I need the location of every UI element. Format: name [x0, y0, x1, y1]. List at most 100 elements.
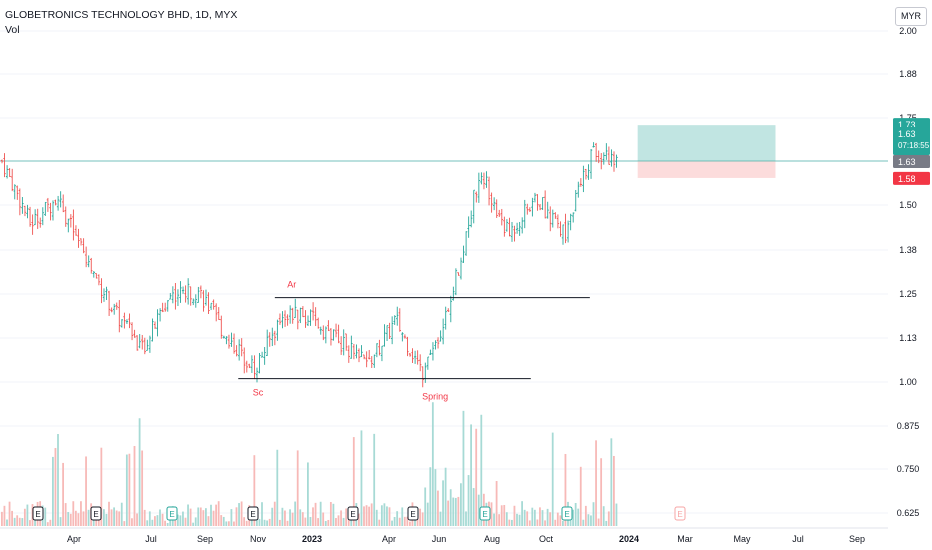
candle [5, 165, 9, 179]
candle [189, 286, 192, 306]
candle [579, 178, 583, 187]
price-tick-label: 0.750 [897, 464, 920, 474]
volume-bar [352, 437, 355, 526]
earnings-marker-label: E [482, 510, 487, 519]
candle [278, 313, 282, 325]
candle [207, 292, 210, 315]
volume-bar [233, 521, 235, 526]
volume-bar [156, 515, 159, 526]
volume-bar [360, 430, 363, 526]
earnings-marker[interactable]: E [561, 506, 573, 521]
volume-bar [64, 503, 67, 526]
volume-bar [146, 520, 149, 526]
price-badge: 1.58 [893, 171, 930, 185]
volume-bar [87, 509, 90, 526]
volume-bar [29, 520, 31, 526]
volume-bar [597, 518, 600, 526]
candle [62, 194, 65, 213]
time-axis-label: Sep [849, 534, 865, 544]
volume-bar [340, 510, 342, 526]
candle [597, 150, 600, 164]
candle [169, 292, 172, 300]
candle [426, 356, 430, 370]
volume-bar [217, 501, 220, 526]
volume-bar [286, 520, 289, 526]
candle [503, 216, 506, 237]
candle [192, 298, 195, 306]
candle [439, 330, 442, 342]
earnings-marker[interactable]: E [247, 506, 259, 521]
volume-bar [80, 501, 82, 526]
candle [559, 221, 562, 237]
candle [59, 191, 62, 208]
candle [123, 312, 126, 329]
price-tick-label: 1.00 [899, 377, 917, 387]
volume-bar [210, 504, 212, 526]
chart-grid [0, 30, 888, 514]
candle [146, 339, 149, 351]
volume-bar [429, 467, 432, 526]
earnings-marker[interactable]: E [32, 506, 44, 521]
volume-bar [528, 520, 531, 526]
volume-bar [452, 497, 455, 526]
volume-bar [284, 510, 286, 526]
volume-bar [268, 518, 271, 526]
volume-bar [536, 519, 539, 526]
candle [508, 217, 511, 237]
volume-bar [605, 520, 608, 526]
long-position-loss-zone[interactable] [637, 161, 776, 178]
volume-bar [141, 450, 144, 526]
volume-bar [503, 504, 506, 526]
candle [561, 224, 565, 245]
earnings-marker[interactable]: E [407, 506, 419, 521]
candle [543, 190, 547, 219]
candle [113, 303, 116, 315]
long-position-profit-zone[interactable] [637, 125, 776, 161]
candle [536, 194, 539, 211]
volume-bar [263, 519, 266, 526]
price-badge: 1.63 07:18:55 [893, 127, 930, 155]
candle [314, 307, 317, 327]
volume-bar [179, 515, 182, 526]
volume-bar [245, 520, 248, 526]
volume-bar [44, 507, 47, 526]
candle [225, 336, 228, 345]
volume-bar [131, 518, 133, 526]
candle [186, 278, 190, 305]
candle [337, 324, 340, 344]
volume-bar [118, 511, 121, 526]
future-earnings-marker[interactable]: E [674, 506, 686, 521]
candle [51, 200, 55, 221]
volume-bar [539, 507, 541, 526]
earnings-marker[interactable]: E [347, 506, 359, 521]
candle [492, 197, 496, 211]
candle [462, 245, 465, 263]
volume-bar [69, 513, 72, 526]
volume-bar [161, 513, 164, 526]
time-axis-label: Sep [197, 534, 213, 544]
candle [56, 195, 60, 211]
earnings-marker[interactable]: E [479, 506, 491, 521]
earnings-marker[interactable]: E [166, 506, 178, 521]
candle [217, 307, 220, 320]
currency-selector[interactable]: MYR [895, 7, 927, 26]
earnings-marker[interactable]: E [90, 506, 102, 521]
volume-bar [610, 438, 613, 526]
candle [286, 314, 289, 326]
volume-bar [500, 505, 503, 526]
candle [375, 343, 379, 358]
candle [133, 329, 136, 338]
price-axis[interactable]: 2.00 1.88 1.75 1.63 1.50 1.38 1.25 1.13 1.00 0.87… [888, 0, 932, 530]
price-badge-text: 1.63 [898, 129, 916, 139]
candle [171, 286, 175, 304]
volume-bar [299, 509, 302, 526]
candle [569, 213, 572, 231]
candle [11, 168, 14, 192]
time-axis[interactable]: Apr Jul Sep Nov 2023 Apr Jun Aug Oct 2024 Mar May Ju… [0, 527, 888, 550]
candle [495, 199, 498, 218]
volume-bar [505, 512, 508, 526]
candle [401, 332, 404, 342]
candle [526, 203, 529, 215]
